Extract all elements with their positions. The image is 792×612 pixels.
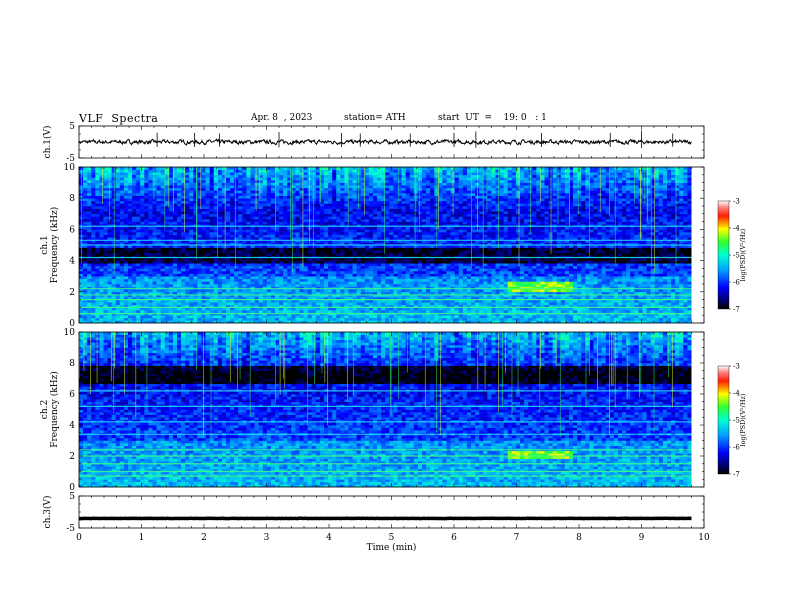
ch2-spectrogram	[79, 332, 704, 488]
colorbar-tick-label: -6	[733, 444, 740, 452]
y-tick-label: -5	[66, 524, 75, 534]
y-tick-label: 2	[69, 452, 75, 462]
colorbar-label: log(PSD)(V²/Hz)	[739, 228, 747, 281]
x-tick-label: 10	[698, 533, 710, 543]
colorbar-tick-label: -3	[733, 363, 740, 371]
station-label: station= ATH	[344, 113, 406, 123]
x-tick-label: 9	[639, 533, 645, 543]
y-tick-label: 5	[69, 492, 75, 502]
start-time-label: start UT = 19: 0 : 1	[438, 113, 547, 123]
colorbar-tick-label: -6	[733, 279, 740, 287]
x-tick-label: 0	[76, 533, 82, 543]
ch1-voltage-trace	[78, 138, 692, 146]
ch3-voltage-axis-label: ch.3(V)	[42, 496, 53, 529]
y-tick-label: 5	[69, 122, 75, 132]
colorbar-tick-label: -7	[733, 471, 740, 479]
no-data-area	[691, 167, 704, 323]
colorbar-label: log(PSD)(V²/Hz)	[739, 393, 747, 446]
x-tick-label: 2	[201, 533, 207, 543]
colorbar-tick-label: -4	[733, 225, 740, 233]
x-tick-label: 4	[326, 533, 332, 543]
x-tick-label: 8	[576, 533, 582, 543]
ch1-colorbar	[717, 200, 730, 310]
colorbar-tick-label: -5	[733, 417, 740, 425]
y-tick-label: 10	[64, 328, 76, 338]
y-tick-label: 4	[69, 257, 75, 267]
x-tick-label: 5	[389, 533, 395, 543]
colorbar-tick-label: -4	[733, 390, 740, 398]
y-tick-label: 10	[64, 163, 76, 173]
ch2-colorbar	[717, 365, 730, 475]
x-axis-label: Time (min)	[367, 542, 417, 553]
y-tick-label: 8	[69, 194, 75, 204]
colorbar-tick-label: -3	[733, 198, 740, 206]
ch1-voltage-axis-label: ch.1(V)	[42, 126, 53, 159]
figure-title: VLF Spectra	[79, 112, 159, 125]
y-tick-label: 4	[69, 421, 75, 431]
y-tick-label: 0	[69, 319, 75, 329]
y-tick-label: 6	[69, 225, 75, 235]
y-tick-label: 2	[69, 288, 75, 298]
x-tick-label: 7	[514, 533, 520, 543]
y-tick-label: 6	[69, 390, 75, 400]
x-tick-label: 6	[451, 533, 457, 543]
y-tick-label: 0	[69, 483, 75, 493]
ch1-spectrogram	[79, 167, 704, 324]
ch2-frequency-axis-label: ch.2	[40, 400, 50, 419]
colorbar-tick-label: -5	[733, 252, 740, 260]
ch1-frequency-axis-label: Frequency (kHz)	[49, 207, 60, 284]
y-tick-label: 8	[69, 359, 75, 369]
ch3-voltage-panel	[78, 495, 705, 529]
x-tick-label: 1	[139, 533, 145, 543]
ch2-frequency-axis-label: Frequency (kHz)	[49, 371, 60, 448]
ch1-frequency-axis-label: ch.1	[40, 235, 50, 254]
no-data-area	[691, 332, 704, 487]
y-tick-label: -5	[66, 154, 75, 164]
date-label: Apr. 8 , 2023	[251, 113, 313, 123]
x-tick-label: 3	[264, 533, 270, 543]
colorbar-tick-label: -7	[733, 306, 740, 314]
